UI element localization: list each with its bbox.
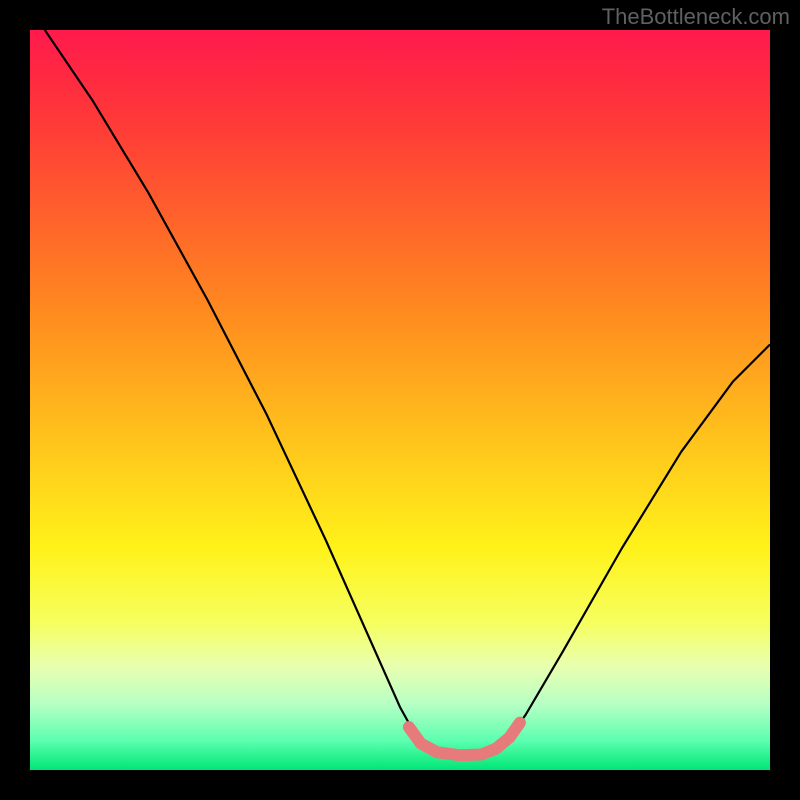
plot-background: [30, 30, 770, 770]
bottleneck-chart: TheBottleneck.com: [0, 0, 800, 800]
chart-svg: [0, 0, 800, 800]
watermark-text: TheBottleneck.com: [602, 4, 790, 30]
